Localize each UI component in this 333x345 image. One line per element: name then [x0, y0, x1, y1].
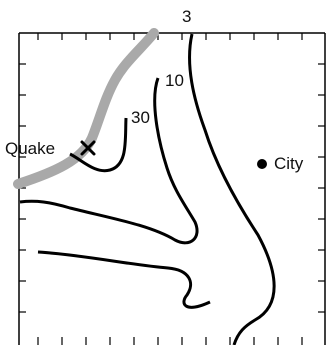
fault-rupture-line — [13, 28, 159, 189]
contour-label-3: 3 — [182, 7, 191, 26]
city-label: City — [274, 154, 304, 173]
contour-line-30 — [69, 117, 128, 173]
contour-label-30: 30 — [131, 108, 150, 127]
quake-label: Quake — [5, 139, 55, 158]
contour-label-10: 10 — [165, 71, 184, 90]
quake-x-mark-icon — [80, 140, 96, 156]
city-dot-icon — [257, 159, 267, 169]
contour-line-10-lower — [37, 250, 211, 309]
map-frame — [18, 32, 326, 345]
contour-line-3 — [188, 33, 276, 345]
contour-line-10 — [19, 77, 199, 245]
frame-ticks — [19, 33, 325, 345]
